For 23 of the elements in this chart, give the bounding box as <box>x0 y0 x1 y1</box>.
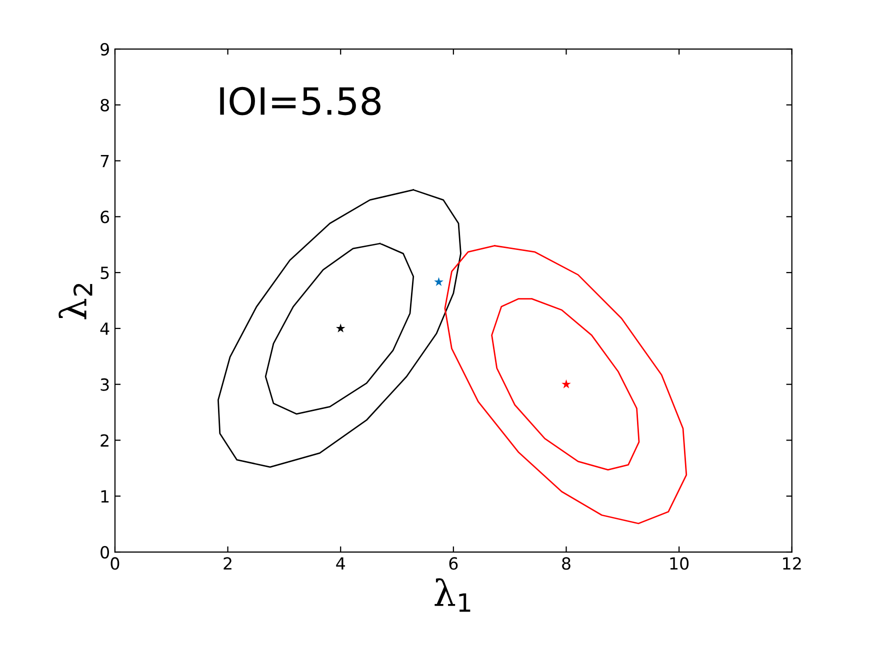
y-tick-label: 2 <box>100 434 108 447</box>
point <box>336 324 346 332</box>
x-tick-label: 2 <box>224 557 232 570</box>
x-tick-label: 12 <box>783 557 801 570</box>
y-tick-label: 7 <box>100 154 109 168</box>
y-tick-label: 6 <box>100 210 110 224</box>
x-tick-label: 10 <box>670 557 689 570</box>
y-tick-label: 8 <box>100 98 109 112</box>
point <box>434 277 444 286</box>
x-tick-label: 6 <box>449 557 458 570</box>
y-tick-label: 4 <box>100 322 110 335</box>
y-tick-label: 5 <box>100 266 109 280</box>
point <box>562 379 571 388</box>
x-tick-label: 4 <box>336 557 345 570</box>
y-tick-label: 9 <box>100 42 109 56</box>
y-tick-label: 1 <box>101 490 109 502</box>
annotation: IOI=5.58 <box>220 86 380 116</box>
y-tick-label: 0 <box>100 546 110 559</box>
x-tick-label: 8 <box>562 557 570 570</box>
x-tick-label: 0 <box>110 557 120 570</box>
x-axis-title: λ$_{1}$ <box>434 578 470 612</box>
y-axis-title: λ$_{2}$ <box>58 284 92 320</box>
y-tick-label: 3 <box>100 378 109 391</box>
